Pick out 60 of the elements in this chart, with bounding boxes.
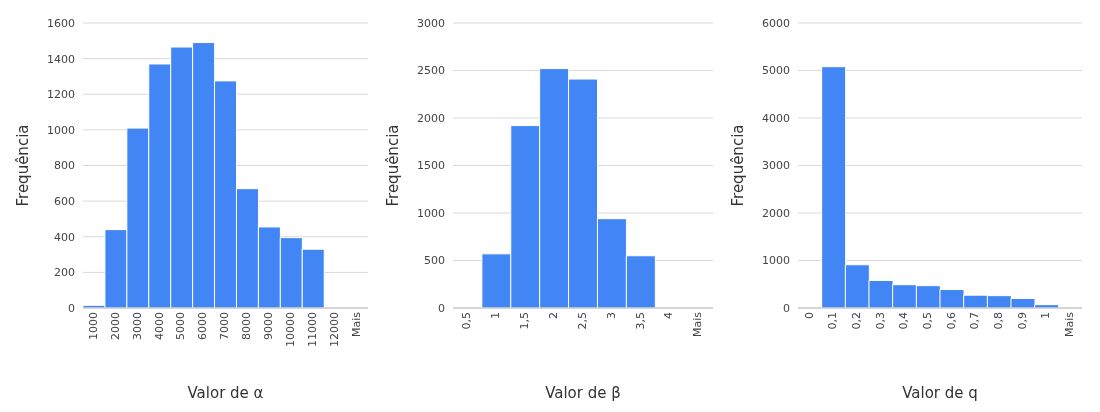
x-tick-label: 1000 [86,312,100,340]
y-tick-label: 5000 [762,64,790,78]
y-axis-title: Frequência [729,124,748,207]
x-tick-label: 11000 [306,312,319,347]
y-tick-label: 1200 [47,88,75,102]
x-tick-label: 0,9 [1015,312,1029,330]
x-tick-label: 0,8 [991,312,1005,330]
x-tick-label: Mais [349,311,363,338]
x-tick-label: 0,5 [460,312,474,330]
x-tick-label: 0,4 [897,312,911,330]
x-tick-label: 0,7 [968,312,982,330]
x-tick-label: 4 [662,312,676,319]
y-tick-label: 2000 [762,206,790,220]
x-axis-title: Valor de α [187,384,264,402]
y-tick-label: 600 [54,195,75,209]
x-tick-label: 2,5 [575,312,589,330]
x-tick-label: 7000 [218,312,232,340]
y-axis-title: Frequência [384,124,403,207]
x-tick-label: 3 [604,312,618,319]
x-tick-label: 1,5 [518,312,532,330]
x-tick-label: 1 [489,312,503,319]
y-tick-label: 400 [54,230,75,244]
x-tick-label: Mais [1062,311,1076,338]
x-tick-label: 0,5 [920,312,934,330]
y-tick-label: 200 [54,266,75,280]
y-axis-title: Frequência [14,124,33,207]
x-tick-label: 8000 [240,312,254,340]
y-tick-label: 500 [424,254,445,268]
x-tick-label: 6000 [196,312,210,340]
y-tick-label: 1400 [47,52,75,66]
x-tick-label: 2000 [108,312,122,340]
y-tick-label: 1500 [417,159,445,173]
y-tick-label: 1600 [47,16,75,30]
x-tick-label: 0,2 [849,312,863,330]
x-tick-label: 0 [802,312,816,319]
y-tick-label: 1000 [762,254,790,268]
y-tick-label: 2500 [417,64,445,78]
x-tick-label: 3000 [130,312,144,340]
x-tick-label: 5000 [174,312,188,340]
y-tick-label: 3000 [762,159,790,173]
y-tick-label: 3000 [417,16,445,30]
x-tick-label: Mais [691,311,705,338]
x-tick-label: 2 [546,312,560,319]
x-tick-label: 10000 [284,312,298,347]
y-tick-label: 4000 [762,111,790,125]
y-tick-label: 6000 [762,16,790,30]
x-tick-label: 0,6 [944,312,958,330]
x-axis-title: Valor de q [902,384,978,402]
y-tick-label: 2000 [417,111,445,125]
x-tick-label: 0,3 [873,312,887,330]
x-tick-label: 9000 [262,312,276,340]
y-tick-label: 1000 [47,123,75,137]
x-tick-label: 1 [1039,312,1053,319]
x-tick-label: 12000 [327,312,341,347]
x-tick-label: 3,5 [633,312,647,330]
x-axis-title: Valor de β [545,384,621,402]
y-tick-label: 800 [54,159,75,173]
y-tick-label: 1000 [417,206,445,220]
x-tick-label: 4000 [152,312,166,340]
x-tick-label: 0,1 [826,312,840,330]
